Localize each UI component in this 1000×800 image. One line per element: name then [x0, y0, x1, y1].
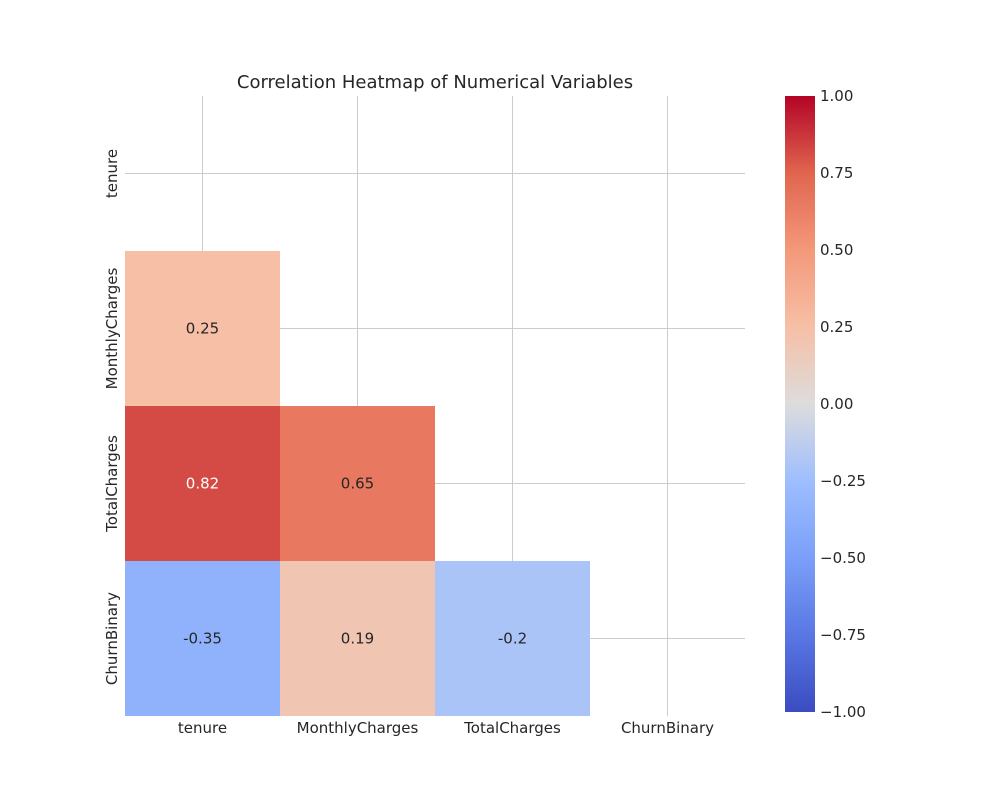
heatmap-cell-churn-binary-tenure [125, 561, 280, 716]
heatmap-cell-labels: 0.25 0.82 0.65 -0.35 0.19 -0.2 [183, 320, 527, 648]
x-tick-label-total-charges: TotalCharges [463, 719, 561, 737]
heatmap-cell-value-total-charges-monthly-charges: 0.65 [341, 475, 374, 493]
heatmap-cell-value-total-charges-tenure: 0.82 [186, 475, 219, 493]
heatmap-cell-value-churn-binary-tenure: -0.35 [183, 630, 222, 648]
heatmap-cell-total-charges-monthly-charges [280, 406, 435, 561]
heatmap-cell-churn-binary-monthly-charges [280, 561, 435, 716]
colorbar-tick-label: −0.75 [820, 626, 866, 644]
heatmap-cell-value-churn-binary-total-charges: -0.2 [498, 630, 527, 648]
heatmap-cell-total-charges-tenure [125, 406, 280, 561]
colorbar-tick-label: −0.25 [820, 472, 866, 490]
y-tick-label-tenure: tenure [103, 149, 121, 198]
y-tick-label-total-charges: TotalCharges [103, 435, 121, 533]
x-axis-tick-labels: tenure MonthlyCharges TotalCharges ChurnBin… [178, 719, 714, 737]
colorbar-tick-label: 0.25 [820, 318, 853, 336]
heatmap-cell-value-monthly-charges-tenure: 0.25 [186, 320, 219, 338]
colorbar-tick-label: 0.75 [820, 164, 853, 182]
colorbar-tick-label: 0.50 [820, 241, 853, 259]
colorbar-tick-labels: 1.00 0.75 0.50 0.25 0.00 −0.25 −0.50 −0.75 −1.00 [820, 87, 866, 721]
colorbar-tick-label: 1.00 [820, 87, 853, 105]
y-axis-tick-labels: tenure MonthlyCharges TotalCharges ChurnBin… [103, 149, 121, 685]
y-tick-label-monthly-charges: MonthlyCharges [103, 267, 121, 389]
heatmap-cell-monthly-charges-tenure [125, 251, 280, 406]
colorbar-tick-label: 0.00 [820, 395, 853, 413]
heatmap-cells [125, 251, 590, 716]
x-tick-label-monthly-charges: MonthlyCharges [297, 719, 419, 737]
colorbar-tick-label: −0.50 [820, 549, 866, 567]
x-tick-label-tenure: tenure [178, 719, 227, 737]
heatmap-cell-churn-binary-total-charges [435, 561, 590, 716]
chart-title: Correlation Heatmap of Numerical Variabl… [237, 72, 633, 93]
colorbar [785, 96, 815, 712]
x-tick-label-churn-binary: ChurnBinary [621, 719, 714, 737]
colorbar-tick-label: −1.00 [820, 703, 866, 721]
heatmap-cell-value-churn-binary-monthly-charges: 0.19 [341, 630, 374, 648]
y-tick-label-churn-binary: ChurnBinary [103, 592, 121, 685]
